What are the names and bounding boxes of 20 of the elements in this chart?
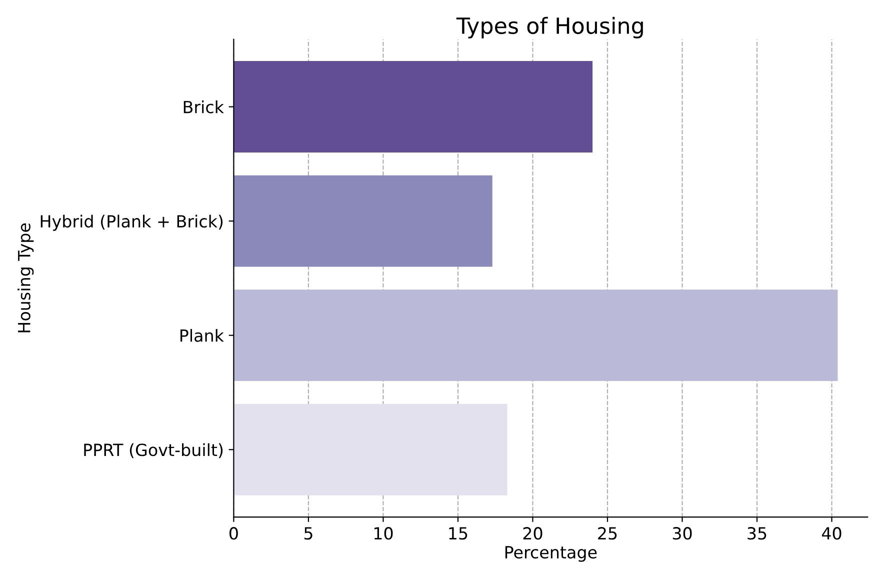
- x-tick-label: 0: [229, 527, 238, 540]
- x-axis-title: Percentage: [505, 546, 597, 562]
- x-tick-label: 30: [672, 527, 692, 540]
- x-tick-label: 10: [374, 527, 393, 540]
- bar: [234, 404, 508, 496]
- x-tick-label: 5: [304, 527, 312, 540]
- x-tick-label: 20: [523, 527, 542, 540]
- y-tick-label: Brick: [184, 100, 224, 114]
- y-axis-title: Housing Type: [18, 223, 34, 332]
- x-tick-label: 35: [748, 527, 766, 540]
- y-tick-label: PPRT (Govt-built): [84, 443, 223, 458]
- x-tick-label: 15: [449, 527, 468, 540]
- x-tick-label: 25: [598, 527, 617, 540]
- x-tick-label: 40: [822, 527, 842, 540]
- y-tick-label: Hybrid (Plank + Brick): [40, 214, 223, 231]
- bar: [234, 290, 838, 382]
- chart-title: Types of Housing: [456, 16, 643, 38]
- bar: [234, 175, 492, 267]
- bar: [234, 61, 593, 152]
- y-tick-label: Plank: [180, 329, 224, 342]
